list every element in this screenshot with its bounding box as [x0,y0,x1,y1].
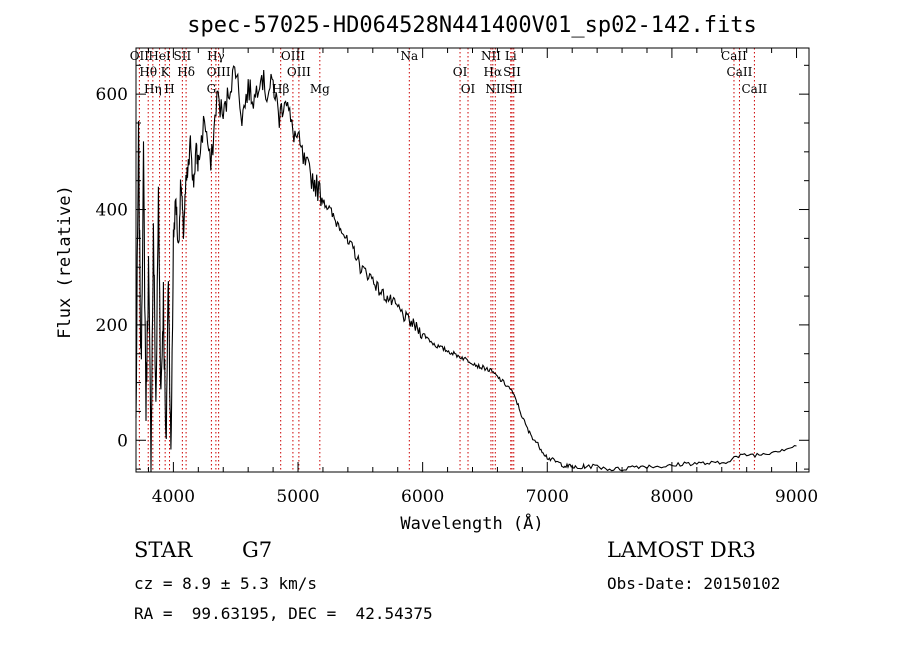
x-tick-label: 5000 [276,487,319,507]
spectral-line-label: G [207,82,217,96]
spectral-line-label: CaII [727,65,753,79]
spectral-line-label: CaII [741,82,767,96]
spectral-line-label: Mg [310,82,330,96]
redshift-readout: cz = 8.9 ± 5.3 km/s [134,574,318,593]
axis-ticks: 4000 5000 6000 7000 8000 9000 0 200 400 600 [96,48,818,507]
spectral-line-label: Hβ [272,82,289,96]
x-axis-label: Wavelength (Å) [400,512,543,534]
spectral-line-label: OIII [281,49,305,63]
spectral-line-label: NII [485,82,505,96]
coordinates-readout: RA = 99.63195, DEC = 42.54375 [134,604,433,623]
spectral-line-label: Li [505,49,517,63]
spectral-line-label: NII [481,49,501,63]
spectral-line-label: HeI [148,49,171,63]
survey-name: LAMOST DR3 [607,538,756,562]
spectral-line-markers [138,48,755,472]
spectral-line-label: OIII [207,65,231,79]
x-tick-label: 7000 [526,487,569,507]
spectral-line-label: H [164,82,174,96]
object-subclass: G7 [242,538,273,562]
chart-title: spec-57025-HD064528N441400V01_sp02-142.f… [187,13,757,38]
y-axis-label: Flux (relative) [55,185,75,339]
spectral-line-label: OI [453,65,468,79]
spectral-line-label: Hη [144,82,162,96]
spectral-line-label: SII [503,65,521,79]
y-tick-label: 200 [96,316,128,336]
spectral-line-label: SII [174,49,192,63]
obs-date: Obs-Date: 20150102 [607,574,781,593]
plot-frame [135,47,810,473]
spectral-line-labels: OII Hθ Hη HeI KH SII Hδ G Hγ OIII Hβ OIII OIII Mg Na OI… [130,49,768,96]
spectral-line-label: OI [461,82,476,96]
object-class: STAR [134,538,193,562]
spectral-line-label: K [161,65,171,79]
y-tick-label: 400 [96,201,128,221]
spectral-line-label: Hθ [139,65,157,79]
x-tick-label: 9000 [775,487,818,507]
y-tick-label: 600 [96,85,128,105]
spectral-line-label: OIII [287,65,311,79]
x-tick-label: 4000 [152,487,195,507]
x-tick-label: 8000 [650,487,693,507]
spectral-line-label: SII [505,82,523,96]
x-tick-label: 6000 [401,487,444,507]
spectral-line-label: OII [130,49,150,63]
spectral-line-label: Hδ [177,65,195,79]
spectral-line-label: CaII [721,49,747,63]
y-tick-label: 0 [117,431,128,451]
spectral-line-label: Hα [484,65,503,79]
flux-series-line [135,65,797,473]
spectral-line-label: Na [400,49,418,63]
spectral-line-label: Hγ [207,49,225,63]
